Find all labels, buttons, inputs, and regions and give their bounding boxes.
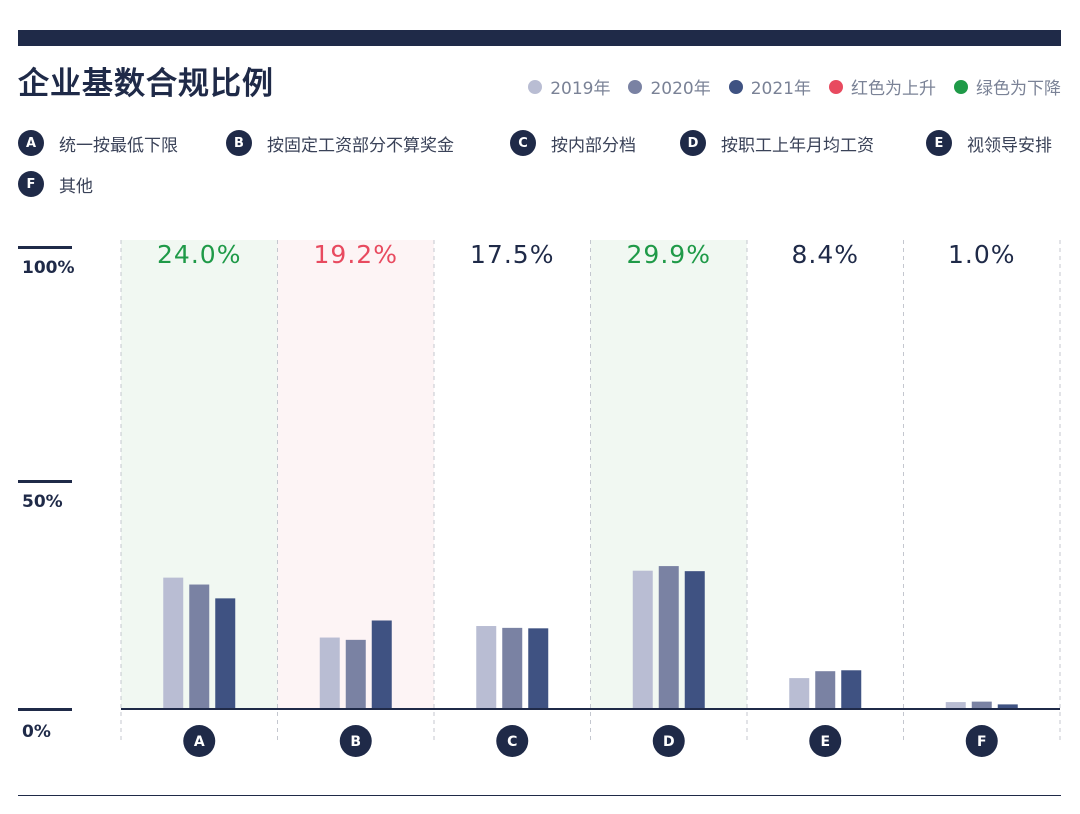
legend-item-2019: 2019年 — [528, 74, 610, 99]
key-badge-c: C — [510, 130, 536, 156]
key-item-b: B 按固定工资部分不算奖金 — [226, 130, 454, 156]
bar-e-2019 — [789, 678, 810, 709]
legend-label-2020: 2020年 — [650, 79, 711, 99]
axis-badge-b — [339, 725, 372, 757]
bar-a-2019 — [163, 577, 184, 709]
footer-divider — [18, 795, 1061, 796]
bar-d-2020 — [658, 566, 679, 709]
key-item-c: C 按内部分档 — [510, 130, 636, 156]
chart-title: 企业基数合规比例 — [18, 66, 274, 102]
axis-badge-e — [809, 725, 842, 757]
bar-c-2019 — [476, 626, 497, 709]
bar-d-2021 — [684, 571, 705, 709]
axis-badge-f — [965, 725, 998, 757]
bar-c-2021 — [528, 628, 549, 709]
axis-badge-a — [183, 725, 216, 757]
x-tick-label-d: D — [663, 734, 675, 750]
legend-dot-2021 — [728, 79, 743, 94]
header-bar — [18, 30, 1061, 46]
legend-item-2020: 2020年 — [628, 74, 711, 99]
key-badge-d: D — [680, 130, 706, 156]
key-badge-f: F — [18, 171, 44, 197]
key-badge-e: E — [926, 130, 952, 156]
y-tick-line-100 — [18, 246, 72, 249]
x-tick-label-c: C — [507, 734, 517, 750]
key-label-e: 视领导安排 — [967, 135, 1052, 156]
key-label-c: 按内部分档 — [551, 135, 636, 156]
y-tick-line-50 — [18, 480, 72, 483]
key-badge-a: A — [18, 130, 44, 156]
value-label-f: 1.0% — [948, 240, 1016, 269]
bar-f-2020 — [971, 701, 992, 709]
key-item-a: A 统一按最低下限 — [18, 130, 178, 156]
bar-d-2019 — [632, 570, 653, 709]
legend-dot-up — [829, 79, 843, 94]
bar-a-2021 — [215, 598, 236, 709]
bar-f-2021 — [997, 704, 1018, 709]
bar-f-2019 — [945, 702, 966, 709]
axis-badge-c — [496, 725, 529, 757]
key-label-b: 按固定工资部分不算奖金 — [267, 135, 454, 156]
legend-label-2021: 2021年 — [750, 79, 811, 99]
legend-dot-2019 — [528, 79, 543, 94]
legend-dot-2020 — [628, 79, 643, 94]
key-item-e: E 视领导安排 — [926, 130, 1052, 156]
bar-a-2020 — [189, 584, 210, 709]
key-label-a: 统一按最低下限 — [59, 135, 178, 156]
legend: 2019年 2020年 2021年 红色为上升 绿色为下降 — [510, 74, 1061, 99]
legend-label-2019: 2019年 — [550, 79, 611, 99]
y-tick-label-0: 0% — [22, 722, 51, 742]
axis-badge-d — [652, 725, 685, 757]
y-tick-line-0 — [18, 708, 72, 711]
y-tick-label-50: 50% — [22, 492, 63, 512]
value-label-c: 17.5% — [470, 240, 554, 269]
value-label-e: 8.4% — [791, 240, 859, 269]
value-label-a: 24.0% — [157, 240, 241, 269]
bar-b-2021 — [371, 620, 392, 709]
x-tick-label-e: E — [820, 734, 830, 750]
legend-dot-down — [954, 79, 968, 94]
legend-item-down: 绿色为下降 — [954, 74, 1061, 99]
legend-item-2021: 2021年 — [728, 74, 811, 99]
legend-item-up: 红色为上升 — [829, 74, 936, 99]
bar-e-2021 — [841, 670, 862, 709]
legend-label-up: 红色为上升 — [851, 79, 936, 99]
highlight-band-b — [277, 240, 434, 709]
y-tick-label-100: 100% — [22, 258, 75, 278]
bar-b-2020 — [345, 639, 366, 709]
bar-e-2020 — [815, 671, 836, 709]
x-tick-label-a: A — [194, 734, 205, 750]
key-label-d: 按职工上年月均工资 — [721, 135, 874, 156]
value-label-b: 19.2% — [314, 240, 398, 269]
bar-b-2019 — [319, 637, 340, 709]
value-label-d: 29.9% — [627, 240, 711, 269]
x-tick-label-b: B — [350, 734, 361, 750]
key-label-f: 其他 — [59, 176, 93, 197]
key-item-d: D 按职工上年月均工资 — [680, 130, 874, 156]
key-item-f: F 其他 — [18, 171, 93, 197]
legend-label-down: 绿色为下降 — [976, 79, 1061, 99]
key-badge-b: B — [226, 130, 252, 156]
x-tick-label-f: F — [977, 734, 987, 750]
bar-c-2020 — [502, 627, 523, 709]
